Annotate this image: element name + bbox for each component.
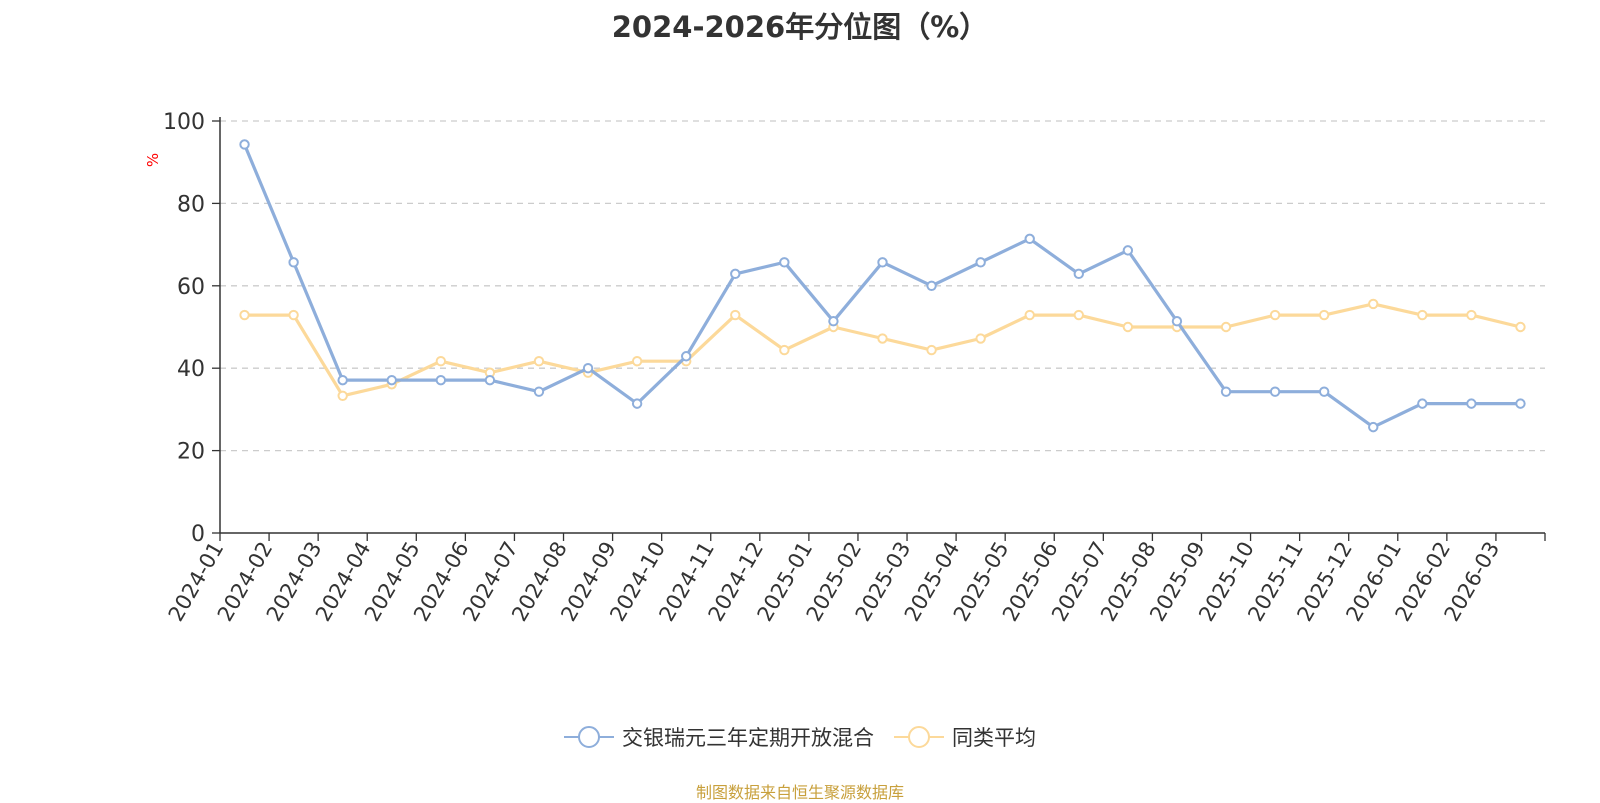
data-point-1	[1515, 321, 1526, 333]
data-point-1	[779, 344, 790, 356]
data-point-1	[337, 390, 348, 402]
data-point-0	[1269, 386, 1281, 397]
data-point-1	[975, 333, 986, 344]
chart-title: 2024-2026年分位图（%）	[611, 10, 989, 44]
y-tick-label: 40	[177, 357, 205, 382]
data-point-0	[631, 398, 643, 409]
data-point-0	[975, 257, 986, 268]
data-point-0	[288, 257, 299, 268]
data-point-0	[779, 257, 790, 268]
data-point-0	[730, 268, 741, 280]
data-point-0	[533, 386, 545, 397]
y-tick-label: 0	[191, 522, 205, 547]
data-point-1	[926, 344, 937, 356]
data-point-0	[1466, 398, 1477, 409]
data-point-0	[681, 351, 692, 362]
data-point-0	[1515, 398, 1526, 409]
data-point-1	[1024, 309, 1035, 321]
legend-swatch-average-icon	[894, 726, 944, 748]
y-tick-label: 80	[177, 192, 205, 217]
data-point-1	[435, 355, 447, 367]
y-tick-label: 20	[177, 440, 205, 465]
data-point-0	[828, 316, 839, 327]
data-point-1	[288, 309, 299, 321]
data-point-1	[1073, 309, 1084, 321]
data-point-0	[1073, 268, 1084, 280]
data-point-1	[631, 355, 643, 367]
series-line-1	[244, 302, 1521, 398]
legend-item-fund[interactable]: 交银瑞元三年定期开放混合	[564, 722, 874, 752]
data-point-0	[1220, 386, 1232, 397]
data-point-0	[386, 374, 397, 386]
data-point-0	[926, 280, 937, 291]
legend-label-average: 同类平均	[952, 726, 1036, 750]
data-point-1	[239, 309, 250, 321]
data-point-0	[1417, 398, 1428, 409]
data-point-1	[1466, 309, 1477, 321]
data-point-1	[533, 355, 545, 367]
data-point-0	[435, 374, 447, 386]
data-point-0	[337, 374, 348, 386]
data-point-1	[877, 333, 888, 344]
data-point-0	[484, 374, 496, 386]
data-point-1	[1417, 309, 1428, 321]
legend-swatch-fund-icon	[564, 726, 614, 748]
data-point-0	[239, 139, 250, 150]
data-source-note: 制图数据来自恒生聚源数据库	[695, 783, 904, 802]
chart-legend: 交银瑞元三年定期开放混合 同类平均	[0, 722, 1600, 752]
data-point-0	[1122, 245, 1134, 256]
data-point-0	[877, 257, 888, 268]
legend-label-fund: 交银瑞元三年定期开放混合	[622, 726, 874, 750]
data-point-1	[1122, 321, 1134, 333]
legend-item-average[interactable]: 同类平均	[894, 722, 1036, 752]
data-point-1	[1269, 309, 1281, 321]
data-point-1	[730, 309, 741, 321]
y-tick-label: 100	[163, 110, 205, 135]
data-point-1	[1318, 309, 1330, 321]
data-point-0	[1318, 386, 1330, 397]
data-point-0	[582, 363, 594, 374]
data-point-1	[1368, 298, 1379, 310]
data-point-1	[1220, 321, 1232, 333]
data-point-0	[1368, 421, 1379, 433]
y-tick-label: 60	[177, 275, 205, 300]
data-point-0	[1024, 233, 1035, 245]
data-point-0	[1171, 316, 1183, 327]
